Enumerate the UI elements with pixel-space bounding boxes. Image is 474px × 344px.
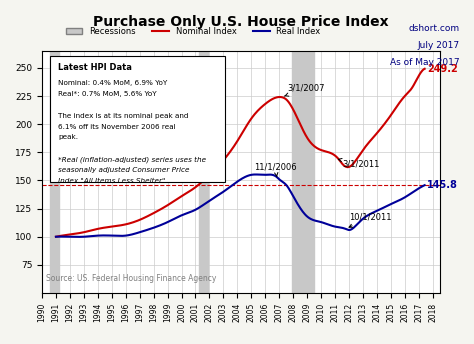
Text: As of May 2017: As of May 2017 <box>390 58 460 67</box>
Text: 3/1/2007: 3/1/2007 <box>284 83 325 96</box>
Bar <box>292 51 314 293</box>
Text: dshort.com: dshort.com <box>409 24 460 33</box>
Text: Latest HPI Data: Latest HPI Data <box>58 63 132 72</box>
Text: 10/1/2011: 10/1/2011 <box>349 213 392 227</box>
Text: 249.2: 249.2 <box>427 64 458 74</box>
Bar <box>199 51 209 293</box>
Text: 6.1% off its November 2006 real: 6.1% off its November 2006 real <box>58 123 175 130</box>
Text: Index "All Items Less Shelter": Index "All Items Less Shelter" <box>58 178 165 184</box>
Text: Real*: 0.7% MoM, 5.6% YoY: Real*: 0.7% MoM, 5.6% YoY <box>58 91 156 97</box>
Bar <box>50 51 59 293</box>
Text: Source: US. Federal Housing Finance Agency: Source: US. Federal Housing Finance Agen… <box>46 275 216 283</box>
Text: The index is at its nominal peak and: The index is at its nominal peak and <box>58 113 188 119</box>
Text: seasonally adjusted Consumer Price: seasonally adjusted Consumer Price <box>58 167 190 173</box>
Text: peak.: peak. <box>58 135 78 140</box>
Legend: Recessions, Nominal Index, Real Index: Recessions, Nominal Index, Real Index <box>62 24 324 39</box>
Text: July 2017: July 2017 <box>418 41 460 50</box>
Title: Purchase Only U.S. House Price Index: Purchase Only U.S. House Price Index <box>93 15 389 29</box>
Text: 145.8: 145.8 <box>427 180 458 190</box>
Text: 3/1/2011: 3/1/2011 <box>338 159 379 169</box>
Text: *Real (inflation-adjusted) series uses the: *Real (inflation-adjusted) series uses t… <box>58 156 206 163</box>
Text: 11/1/2006: 11/1/2006 <box>254 162 297 177</box>
FancyBboxPatch shape <box>50 56 225 182</box>
Text: Nominal: 0.4% MoM, 6.9% YoY: Nominal: 0.4% MoM, 6.9% YoY <box>58 80 167 86</box>
